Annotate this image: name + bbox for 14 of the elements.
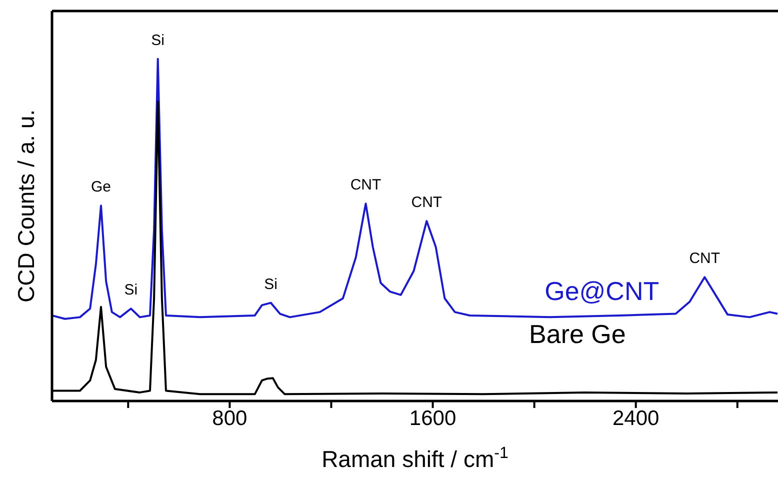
series-label: Bare Ge [529,318,626,350]
series-label: Ge@CNT [544,276,660,307]
annotation: Si [151,32,165,49]
x-axis-title: Raman shift / cm$^{-1}$ [322,444,508,472]
annotation: Si [124,282,138,299]
x-tick-label: 1600 [409,406,456,430]
annotation: CNT [350,176,382,194]
x-tick-label: 2400 [612,406,660,430]
annotation: Ge [90,178,111,196]
x-tick-label: 800 [212,406,248,430]
y-axis-title: CCD Counts / a. u. [13,109,39,303]
annotation: CNT [411,194,442,212]
annotation: Si [264,276,278,293]
annotation: CNT [689,250,720,268]
